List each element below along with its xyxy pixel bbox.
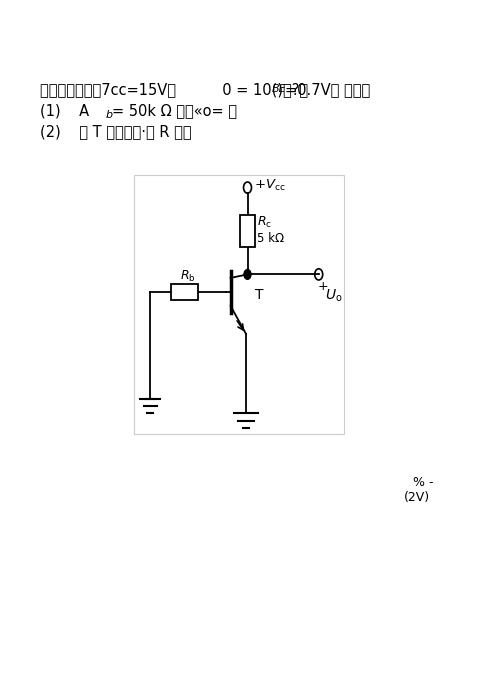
- Text: +: +: [317, 281, 328, 293]
- Text: 5 kΩ: 5 kΩ: [257, 232, 284, 244]
- Text: (2)    若 T 临界饱和·则 R 严？: (2) 若 T 临界饱和·则 R 严？: [40, 125, 191, 139]
- Text: b: b: [106, 110, 113, 120]
- Text: (2V): (2V): [403, 491, 429, 503]
- Text: = 50k Ω 时，«o= ？: = 50k Ω 时，«o= ？: [112, 104, 237, 118]
- Bar: [170, 284, 198, 300]
- Text: BE: BE: [271, 85, 286, 95]
- Text: (1)    A: (1) A: [40, 104, 89, 118]
- Circle shape: [244, 270, 251, 279]
- Text: $U_{\rm o}$: $U_{\rm o}$: [325, 287, 342, 304]
- Text: T: T: [255, 288, 264, 302]
- Text: $R_{\rm c}$: $R_{\rm c}$: [257, 215, 272, 230]
- FancyBboxPatch shape: [134, 175, 344, 434]
- Text: 电路如图所不，7cc=15V，          0 = 10()，?；: 电路如图所不，7cc=15V， 0 = 10()，?；: [40, 83, 317, 97]
- Text: $R_{\rm b}$: $R_{\rm b}$: [180, 269, 196, 284]
- Bar: [240, 215, 255, 246]
- Text: $+V_{\rm cc}$: $+V_{\rm cc}$: [254, 178, 286, 193]
- Text: =0.7V。 试问：: =0.7V。 试问：: [285, 83, 370, 97]
- Text: % -: % -: [413, 477, 434, 489]
